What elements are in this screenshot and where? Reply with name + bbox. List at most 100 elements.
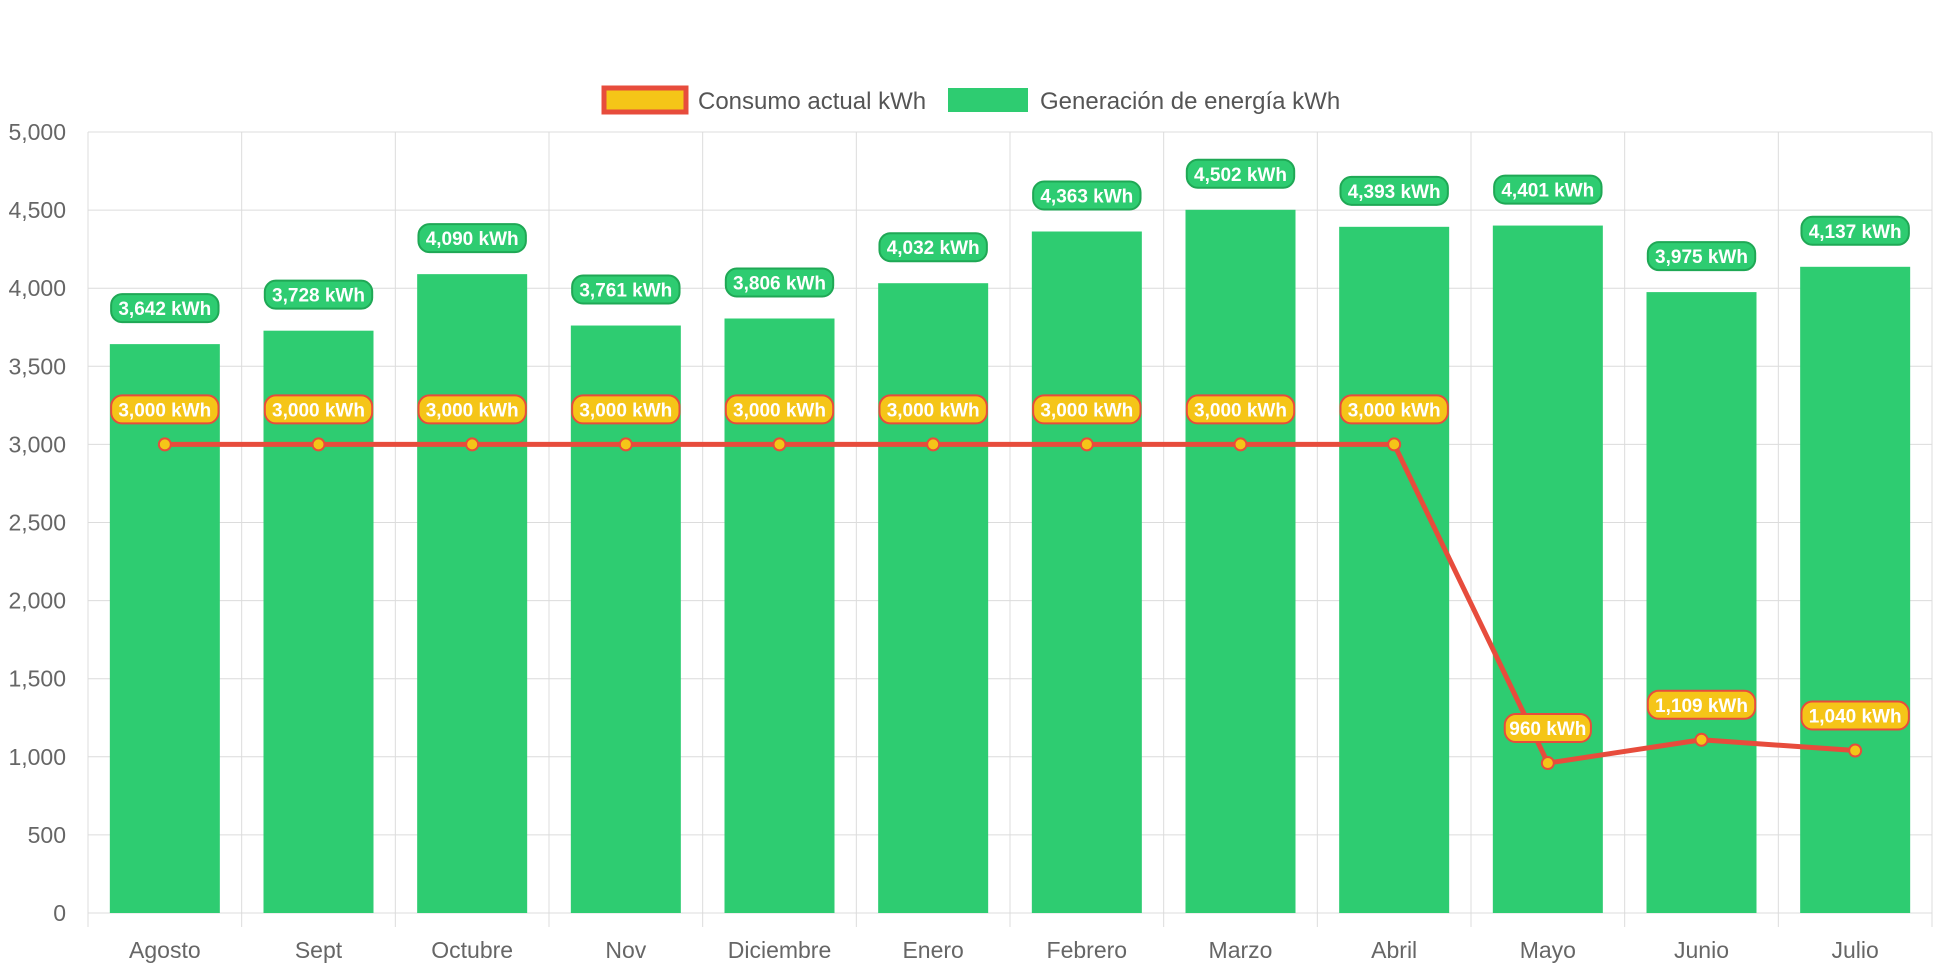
bar[interactable] — [1185, 209, 1296, 913]
line-point[interactable] — [618, 437, 633, 452]
bar[interactable] — [1492, 225, 1603, 914]
bar-data-label-text: 3,975 kWh — [1655, 247, 1748, 268]
line-point[interactable] — [311, 437, 326, 452]
line-data-label-box — [1503, 713, 1592, 744]
bar-data-label-text: 3,728 kWh — [272, 286, 365, 307]
bar-data-label-box — [263, 279, 374, 310]
bar[interactable] — [878, 283, 989, 913]
bar[interactable] — [1339, 226, 1450, 913]
line-data-label-box — [571, 394, 681, 425]
y-tick-label: 3,000 — [8, 431, 66, 457]
line-series — [157, 437, 1863, 771]
y-tick-label: 500 — [28, 822, 66, 848]
bar-data-label: 4,137 kWh — [1800, 215, 1910, 246]
line-point[interactable] — [1079, 437, 1094, 452]
line-point[interactable] — [772, 437, 787, 452]
y-tick-label: 1,000 — [8, 744, 66, 770]
line-data-label: 3,000 kWh — [1185, 394, 1296, 425]
line-data-label-box — [417, 394, 527, 425]
line-data-label-box — [1800, 700, 1910, 731]
x-tick-label: Nov — [605, 937, 646, 963]
bar-data-label: 3,975 kWh — [1646, 241, 1757, 272]
y-tick-label: 2,000 — [8, 588, 66, 614]
x-tick-label: Sept — [295, 937, 343, 963]
grid — [87, 131, 1933, 927]
bar-data-label-text: 4,363 kWh — [1040, 186, 1133, 207]
y-axis: 0 500 1,000 1,500 2,000 2,500 3,000 3,500 4,000 4… — [8, 119, 66, 926]
bar-data-label-box — [1339, 175, 1449, 206]
line-point[interactable] — [1387, 437, 1402, 452]
line-data-label-box — [1032, 394, 1142, 425]
bar-data-label-box — [1800, 215, 1910, 246]
bar-data-label: 4,032 kWh — [878, 232, 988, 263]
x-tick-label: Junio — [1674, 937, 1729, 963]
line-point[interactable] — [1694, 732, 1709, 747]
bar-data-label-box — [571, 274, 681, 305]
bar-data-label-box — [1185, 158, 1296, 189]
bar[interactable] — [417, 274, 528, 914]
bar-data-label-text: 4,393 kWh — [1348, 182, 1441, 203]
legend-item-generacion[interactable]: Generación de energía kWh — [948, 88, 1340, 115]
line-data-labels: 3,000 kWh 3,000 kWh 3,000 kWh 3,000 kWh 3,00… — [110, 394, 1910, 744]
line-data-label-text: 3,000 kWh — [272, 400, 365, 421]
line-point[interactable] — [465, 437, 480, 452]
line-data-label: 3,000 kWh — [1339, 394, 1449, 425]
line-point[interactable] — [926, 437, 941, 452]
bar[interactable] — [109, 344, 220, 913]
bar-data-label: 4,090 kWh — [417, 223, 527, 254]
bar-data-label-text: 4,401 kWh — [1501, 181, 1594, 202]
x-axis: Agosto Sept Octubre Nov Diciembre Enero Febrer… — [129, 937, 1879, 963]
y-tick-label: 1,500 — [8, 666, 66, 692]
x-tick-label: Marzo — [1209, 937, 1273, 963]
bar-data-label: 4,393 kWh — [1339, 175, 1449, 206]
x-tick-label: Mayo — [1520, 937, 1576, 963]
line-data-label-box — [1646, 689, 1757, 720]
bar-data-label-box — [1646, 241, 1757, 272]
line-data-label: 3,000 kWh — [724, 394, 835, 425]
bar-data-label-box — [878, 232, 988, 263]
x-tick-label: Agosto — [129, 937, 201, 963]
y-tick-label: 3,500 — [8, 353, 66, 379]
bar[interactable] — [1646, 292, 1757, 914]
legend-item-consumo[interactable]: Consumo actual kWh — [601, 85, 926, 115]
line-data-label-box — [1339, 394, 1449, 425]
bar-series — [109, 209, 1911, 914]
x-tick-label: Diciembre — [728, 937, 832, 963]
bar-data-label-text: 3,642 kWh — [118, 299, 211, 320]
line-data-label-text: 3,000 kWh — [1040, 400, 1133, 421]
bar[interactable] — [1800, 266, 1911, 913]
line-data-label: 1,109 kWh — [1646, 689, 1757, 720]
line-point[interactable] — [1233, 437, 1248, 452]
bar[interactable] — [1031, 231, 1142, 914]
bar-data-label-box — [1032, 180, 1142, 211]
line-data-label-text: 3,000 kWh — [733, 400, 826, 421]
bar-data-label: 4,502 kWh — [1185, 158, 1296, 189]
y-tick-label: 5,000 — [8, 119, 66, 145]
line-data-label: 3,000 kWh — [263, 394, 374, 425]
line-data-label-text: 3,000 kWh — [426, 400, 519, 421]
x-tick-label: Abril — [1371, 937, 1417, 963]
x-tick-label: Julio — [1832, 937, 1879, 963]
line-data-label: 960 kWh — [1503, 713, 1592, 744]
line-point[interactable] — [1848, 743, 1863, 758]
legend-swatch-consumo — [601, 85, 689, 115]
bar-data-label: 3,642 kWh — [110, 293, 220, 324]
line-data-label-box — [1185, 394, 1296, 425]
x-tick-label: Febrero — [1047, 937, 1128, 963]
legend[interactable]: Consumo actual kWh Generación de energía… — [601, 85, 1340, 115]
line-data-label-box — [110, 394, 220, 425]
bar-data-label: 4,401 kWh — [1493, 174, 1603, 205]
x-tick-label: Octubre — [431, 937, 513, 963]
line-data-label: 3,000 kWh — [878, 394, 988, 425]
bar-data-label-text: 4,032 kWh — [887, 238, 980, 259]
line-point[interactable] — [157, 437, 172, 452]
line-point[interactable] — [1540, 756, 1555, 771]
bar[interactable] — [263, 330, 374, 913]
line-data-label-text: 3,000 kWh — [579, 400, 672, 421]
bar-data-label-text: 3,761 kWh — [579, 281, 672, 302]
y-tick-label: 2,500 — [8, 510, 66, 536]
line-data-label-text: 1,040 kWh — [1809, 707, 1902, 728]
line-data-label-text: 1,109 kWh — [1655, 696, 1748, 717]
bar-data-label-box — [724, 267, 835, 298]
line-data-label-text: 3,000 kWh — [887, 400, 980, 421]
